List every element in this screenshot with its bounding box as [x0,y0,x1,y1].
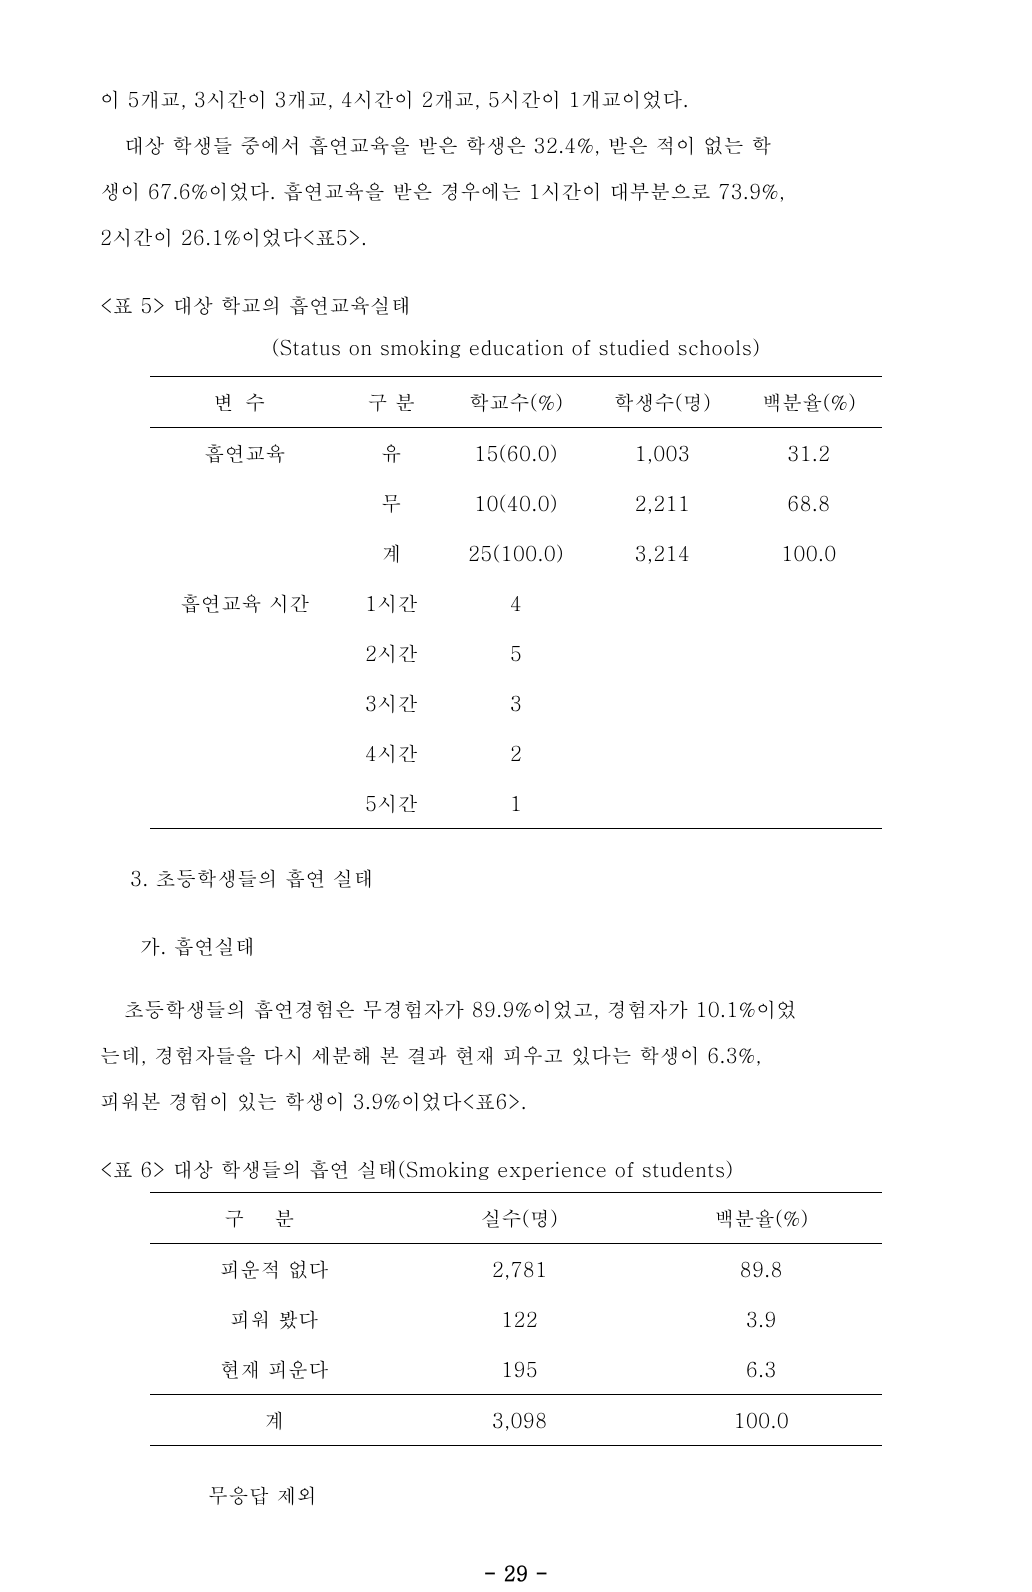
table5-cell: 100.0 [736,528,882,578]
table5-head-students: 학생수(명) [589,377,735,428]
table-row: 3시간 3 [150,678,882,728]
intro-line4: 2시간이 26.1%이었다<표5>. [100,218,932,256]
table5-cell: 2시간 [340,628,443,678]
table5-cell [150,478,340,528]
table5-cell [736,778,882,829]
table-row: 피운적 없다 2,781 89.8 [150,1244,882,1295]
table5-cell: 1시간 [340,578,443,628]
table-row: 5시간 1 [150,778,882,829]
table-row: 무 10(40.0) 2,211 68.8 [150,478,882,528]
table6-cell: 122 [399,1294,641,1344]
intro-line3: 생이 67.6%이었다. 흡연교육을 받은 경우에는 1시간이 대부분으로 73… [100,172,932,210]
section3-subheading: 가. 흡연실태 [100,927,932,965]
table5-cell: 4 [443,578,589,628]
table5-cell [589,778,735,829]
table5-cell: 3시간 [340,678,443,728]
table5-cell: 25(100.0) [443,528,589,578]
table5-cell: 3,214 [589,528,735,578]
page-number: - 29 - [100,1554,932,1592]
section3-body1: 초등학생들의 흡연경험은 무경험자가 89.9%이었고, 경험자가 10.1%이… [100,990,932,1028]
table6-cell: 현재 피운다 [150,1344,399,1395]
table5-cell: 4시간 [340,728,443,778]
table5-cell: 5시간 [340,778,443,829]
table6-total-percent: 100.0 [640,1395,882,1446]
table5-title: <표 5> 대상 학교의 흡연교육실태 [100,286,932,324]
table5-cell [736,628,882,678]
table5-cell [589,678,735,728]
table5-cell: 3 [443,678,589,728]
table5-cell: 31.2 [736,428,882,479]
table5-cell: 10(40.0) [443,478,589,528]
table5-cell: 15(60.0) [443,428,589,479]
table5-cell: 흡연교육 시간 [150,578,340,628]
table-row: 4시간 2 [150,728,882,778]
table-row: 흡연교육 유 15(60.0) 1,003 31.2 [150,428,882,479]
table5-cell: 무 [340,478,443,528]
table6-cell: 195 [399,1344,641,1395]
section3-body2: 는데, 경험자들을 다시 세분해 본 결과 현재 피우고 있다는 학생이 6.3… [100,1036,932,1074]
table5-cell [736,578,882,628]
table-row: 계 25(100.0) 3,214 100.0 [150,528,882,578]
table6-total-count: 3,098 [399,1395,641,1446]
table5-cell: 5 [443,628,589,678]
table5-cell: 68.8 [736,478,882,528]
section3-heading: 3. 초등학생들의 흡연 실태 [100,859,932,897]
table6-cell: 3.9 [640,1294,882,1344]
section3-body3: 피워본 경험이 있는 학생이 3.9%이었다<표6>. [100,1082,932,1120]
table5-cell: 계 [340,528,443,578]
table5-cell [736,678,882,728]
table-row: 피워 봤다 122 3.9 [150,1294,882,1344]
table-row: 흡연교육 시간 1시간 4 [150,578,882,628]
table5-cell [150,778,340,829]
table5-cell [150,728,340,778]
table-row: 현재 피운다 195 6.3 [150,1344,882,1395]
table6-head-percent: 백분율(%) [640,1193,882,1244]
table6-cell: 89.8 [640,1244,882,1295]
table5-cell: 유 [340,428,443,479]
table5-head-variable: 변수 [150,377,340,428]
table5-cell: 1 [443,778,589,829]
table5-cell [150,678,340,728]
table6-title: <표 6> 대상 학생들의 흡연 실태(Smoking experience o… [100,1150,932,1188]
table5-cell [150,628,340,678]
table5-head-percent: 백분율(%) [736,377,882,428]
table6-head-gubun: 구분 [150,1193,399,1244]
intro-line2: 대상 학생들 중에서 흡연교육을 받은 학생은 32.4%, 받은 적이 없는 … [100,126,932,164]
table5-cell [150,528,340,578]
table6-cell: 피운적 없다 [150,1244,399,1295]
table-row-total: 계 3,098 100.0 [150,1395,882,1446]
table5-cell [589,578,735,628]
table6: 구분 실수(명) 백분율(%) 피운적 없다 2,781 89.8 피워 봤다 … [150,1192,882,1446]
table5-cell [589,628,735,678]
table6-head-count: 실수(명) [399,1193,641,1244]
table6-footnote: 무응답 제외 [208,1476,932,1514]
table5-cell [736,728,882,778]
table5-head-schools: 학교수(%) [443,377,589,428]
table5-subtitle: (Status on smoking education of studied … [100,328,932,366]
table5-cell: 흡연교육 [150,428,340,479]
table6-total-gubun: 계 [150,1395,399,1446]
table5-head-gubun: 구 분 [340,377,443,428]
table6-cell: 피워 봤다 [150,1294,399,1344]
table6-cell: 6.3 [640,1344,882,1395]
table5: 변수 구 분 학교수(%) 학생수(명) 백분율(%) 흡연교육 유 15(60… [150,376,882,829]
table6-cell: 2,781 [399,1244,641,1295]
table5-cell: 1,003 [589,428,735,479]
table-row: 2시간 5 [150,628,882,678]
table5-cell [589,728,735,778]
table5-cell: 2 [443,728,589,778]
intro-line1: 이 5개교, 3시간이 3개교, 4시간이 2개교, 5시간이 1개교이었다. [100,80,932,118]
table5-cell: 2,211 [589,478,735,528]
